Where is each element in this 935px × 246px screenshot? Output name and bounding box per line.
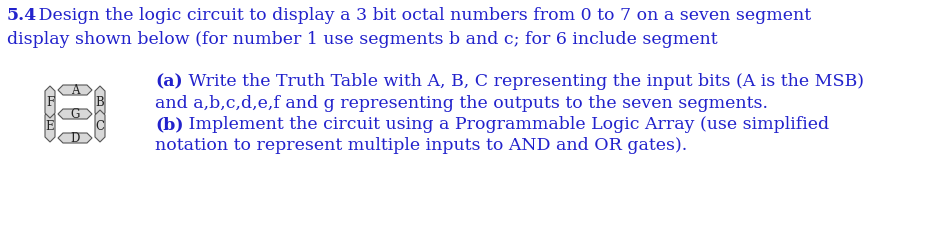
Text: notation to represent multiple inputs to AND and OR gates).: notation to represent multiple inputs to… — [155, 138, 687, 154]
Polygon shape — [95, 86, 105, 118]
Text: A: A — [71, 83, 79, 96]
Text: D: D — [70, 132, 79, 144]
Text: G: G — [70, 108, 79, 121]
Text: E: E — [46, 120, 54, 133]
Polygon shape — [45, 86, 55, 118]
Polygon shape — [95, 110, 105, 142]
Text: Write the Truth Table with A, B, C representing the input bits (A is the MSB): Write the Truth Table with A, B, C repre… — [183, 73, 864, 90]
Text: B: B — [95, 95, 105, 108]
Text: Design the logic circuit to display a 3 bit octal numbers from 0 to 7 on a seven: Design the logic circuit to display a 3 … — [33, 7, 812, 24]
Text: Implement the circuit using a Programmable Logic Array (use simplified: Implement the circuit using a Programmab… — [183, 116, 829, 133]
Text: (b): (b) — [155, 116, 183, 133]
Text: F: F — [46, 95, 54, 108]
Polygon shape — [58, 109, 92, 119]
Text: and a,b,c,d,e,f and g representing the outputs to the seven segments.: and a,b,c,d,e,f and g representing the o… — [155, 94, 768, 111]
Text: 5.4: 5.4 — [7, 7, 37, 24]
Text: (a): (a) — [155, 73, 182, 90]
Polygon shape — [58, 133, 92, 143]
Text: C: C — [95, 120, 105, 133]
Text: display shown below (for number 1 use segments b and c; for 6 include segment: display shown below (for number 1 use se… — [7, 31, 718, 48]
Polygon shape — [45, 110, 55, 142]
Polygon shape — [58, 85, 92, 95]
